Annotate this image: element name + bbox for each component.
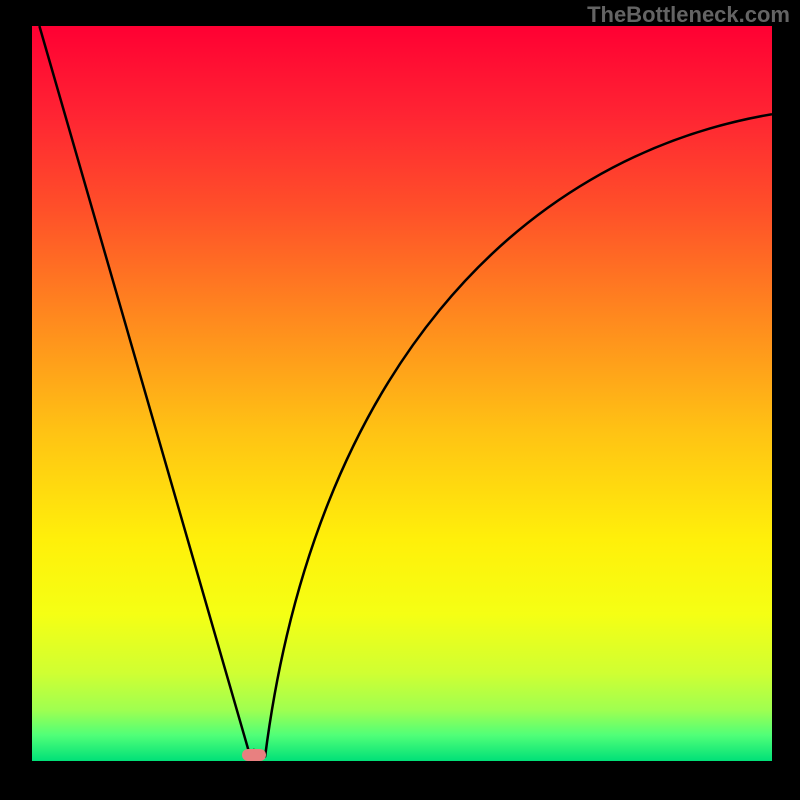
bottleneck-chart: [32, 26, 772, 761]
chart-container: TheBottleneck.com: [0, 0, 800, 800]
optimum-marker: [242, 749, 265, 762]
heat-gradient-background: [32, 26, 772, 761]
watermark-text: TheBottleneck.com: [587, 2, 790, 28]
